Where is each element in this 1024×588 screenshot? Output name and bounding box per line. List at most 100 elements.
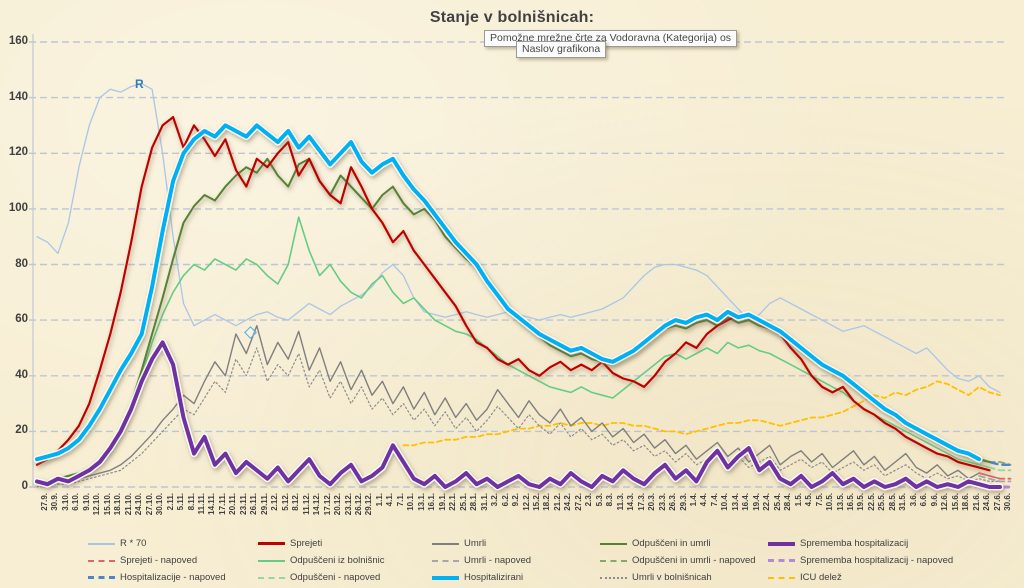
legend-item-odpu-eni-in-umrli[interactable]: Odpuščeni in umrli: [600, 538, 711, 550]
series-sprejeti-napoved[interactable]: [978, 472, 1012, 480]
series-odpu-eni-iz-bolni-nic[interactable]: [36, 216, 991, 486]
x-axis[interactable]: 27.9. 30.9. 3.10. 6.10. 9.10. 12.10. 15.10. 18.…: [0, 0, 1024, 515]
x-axis-label: 3.6.: [908, 493, 918, 507]
series-umrli-v-bolni-nicah[interactable]: [36, 347, 1001, 488]
legend-label: R * 70: [120, 538, 147, 549]
legend-label: Umrli v bolnišnicah: [632, 572, 712, 583]
legend-item-umrli-v-bolni-nicah[interactable]: Umrli v bolnišnicah: [600, 572, 712, 584]
series-odpu-eni-napoved[interactable]: [978, 463, 1012, 472]
legend-label: Umrli - napoved: [464, 555, 532, 566]
legend-item-sprejeti-napoved[interactable]: Sprejeti - napoved: [88, 555, 197, 567]
y-axis-label: 140: [8, 90, 28, 103]
legend-line-sample: [768, 559, 795, 562]
legend-line-sample: [432, 559, 459, 562]
series-hospitalizirani[interactable]: [33, 121, 983, 463]
legend-label: Sprememba hospitalizacij: [800, 538, 909, 549]
legend-item-umrli-napoved[interactable]: Umrli - napoved: [432, 555, 531, 567]
legend-line-sample: [600, 542, 627, 545]
legend-item-icu-dele[interactable]: ICU delež: [768, 572, 842, 584]
legend-item-odpu-eni-in-umrli-napoved[interactable]: Odpuščeni in umrli - napoved: [600, 555, 756, 567]
x-axis-label: 27.6.: [992, 493, 1002, 511]
x-axis-label: 21.6.: [971, 493, 981, 511]
legend-line-sample: [768, 576, 795, 579]
x-axis-label: 4.1.: [385, 493, 395, 507]
x-axis-label: 3.10.: [60, 493, 70, 511]
legend-label: Odpuščeni iz bolnišnic: [290, 555, 385, 566]
legend-item-sprememba-hospitalizacij-napoved[interactable]: Sprememba hospitalizacij - napoved: [768, 555, 953, 567]
y-axis-label: 40: [15, 368, 28, 381]
x-axis-label: 21.2.: [552, 493, 562, 511]
y-axis[interactable]: 0 20 40 60 80 100 120 140 160: [0, 0, 30, 500]
x-axis-label: 9.6.: [929, 493, 939, 507]
legend-item-sprejeti[interactable]: Sprejeti: [258, 538, 322, 550]
y-axis-label: 160: [8, 35, 28, 47]
legend-item-umrli[interactable]: Umrli: [432, 538, 486, 550]
legend-label: Odpuščeni - napoved: [290, 572, 381, 583]
series-umrli-napoved[interactable]: [978, 474, 1012, 483]
series-icu-dele[interactable]: [402, 380, 1001, 447]
legend-label: Odpuščeni in umrli: [632, 538, 711, 549]
x-axis-label: 16.4.: [741, 493, 751, 511]
legend-line-sample: [88, 576, 115, 579]
series-sprememba-hospitalizacij[interactable]: [33, 338, 1004, 491]
y-axis-label: 0: [21, 480, 28, 492]
x-axis-label: 10.4.: [720, 493, 730, 511]
x-axis-label: 10.1.: [406, 493, 416, 511]
y-axis-label: 100: [8, 201, 28, 214]
legend-label: Sprejeti - napoved: [120, 555, 198, 566]
x-axis-label: 15.6.: [950, 493, 960, 511]
x-axis-label: 27.2.: [573, 493, 583, 511]
legend-label: ICU delež: [800, 572, 842, 583]
legend-item-r-70[interactable]: R * 70: [88, 538, 146, 550]
series-umrli[interactable]: [36, 325, 1001, 485]
x-axis-label: 15.2.: [531, 493, 541, 511]
chart-title[interactable]: Stanje v bolnišnicah:: [429, 9, 595, 26]
legend-line-sample: [88, 559, 115, 562]
legend-line-sample: [432, 542, 459, 545]
legend-label: Hospitalizirani: [464, 572, 524, 583]
y-axis-label: 60: [15, 313, 28, 326]
x-axis-label: 18.6.: [961, 493, 971, 511]
legend-item-odpu-eni-iz-bolni-nic[interactable]: Odpuščeni iz bolnišnic: [258, 555, 385, 567]
x-axis-label: 24.2.: [563, 493, 573, 511]
x-axis-label: 12.6.: [940, 493, 950, 511]
legend-label: Hospitalizacije - napoved: [120, 572, 226, 583]
legend-item-sprememba-hospitalizacij[interactable]: Sprememba hospitalizacij: [768, 538, 908, 550]
y-axis-label: 80: [15, 257, 28, 270]
legend-line-sample: [432, 575, 459, 580]
legend-label: Umrli: [464, 538, 487, 549]
legend-line-sample: [768, 541, 795, 546]
x-axis-label: 23.11.: [238, 493, 248, 515]
x-axis-label: 6.6.: [919, 493, 929, 507]
x-axis-label: 27.9.: [40, 493, 49, 511]
x-axis-label: 30.9.: [50, 493, 60, 511]
legend-label: Sprememba hospitalizacij - napoved: [800, 555, 954, 566]
x-axis-label: 6.10.: [71, 493, 81, 511]
legend-line-sample: [600, 576, 627, 579]
series-r-70[interactable]: [36, 83, 1001, 394]
x-axis-label: 20.11.: [228, 493, 238, 515]
legend-item-odpu-eni-napoved[interactable]: Odpuščeni - napoved: [258, 572, 380, 584]
x-axis-label: 7.1.: [395, 493, 405, 507]
x-axis-label: 2.3.: [584, 493, 594, 507]
legend-line-sample: [88, 542, 115, 545]
y-axis-label: 20: [15, 424, 28, 437]
x-axis-label: 24.6.: [982, 493, 992, 511]
legend-item-hospitalizacije-napoved[interactable]: Hospitalizacije - napoved: [88, 572, 226, 584]
x-axis-label: 13.1.: [416, 493, 426, 511]
x-axis-label: 26.11.: [249, 493, 259, 515]
x-axis-label: 13.4.: [730, 493, 740, 511]
y-axis-label: 120: [8, 146, 28, 159]
legend-item-hospitalizirani[interactable]: Hospitalizirani: [432, 572, 523, 584]
legend-line-sample: [258, 559, 285, 562]
legend-line-sample: [258, 576, 285, 579]
legend-label: Sprejeti: [290, 538, 323, 549]
legend-line-sample: [258, 542, 285, 545]
tooltip-chart-title: Naslov grafikona: [516, 41, 607, 58]
x-axis-label: 30.6.: [1003, 493, 1012, 511]
legend-line-sample: [600, 559, 627, 562]
r-series-annotation: R: [135, 77, 144, 91]
series-sprejeti[interactable]: [35, 115, 991, 472]
x-axis-label: 18.2.: [542, 493, 552, 511]
